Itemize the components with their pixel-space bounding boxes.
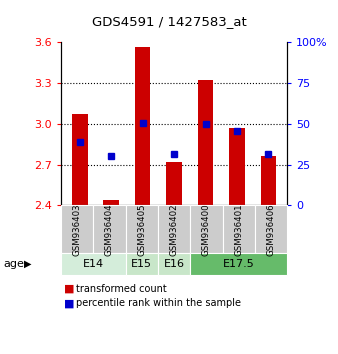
Text: GSM936406: GSM936406 [267,203,275,256]
Bar [135,47,150,205]
Bar [72,114,88,205]
Text: ■: ■ [64,284,75,293]
Bar [229,128,245,205]
Text: percentile rank within the sample: percentile rank within the sample [76,298,241,308]
Text: GSM936402: GSM936402 [170,203,178,256]
Bar [261,156,276,205]
Text: E14: E14 [82,259,104,269]
Bar [103,200,119,205]
Text: transformed count: transformed count [76,284,167,293]
Text: GSM936405: GSM936405 [137,203,146,256]
Text: E17.5: E17.5 [223,259,255,269]
Text: GDS4591 / 1427583_at: GDS4591 / 1427583_at [92,15,246,28]
Text: age: age [3,259,24,269]
Text: ■: ■ [64,298,75,308]
Text: ▶: ▶ [24,259,32,269]
Text: GSM936400: GSM936400 [202,203,211,256]
Text: E15: E15 [131,259,152,269]
Text: E16: E16 [164,259,185,269]
Text: GSM936403: GSM936403 [73,203,81,256]
Text: GSM936401: GSM936401 [234,203,243,256]
Bar [166,162,182,205]
Text: GSM936404: GSM936404 [105,203,114,256]
Bar [198,80,213,205]
